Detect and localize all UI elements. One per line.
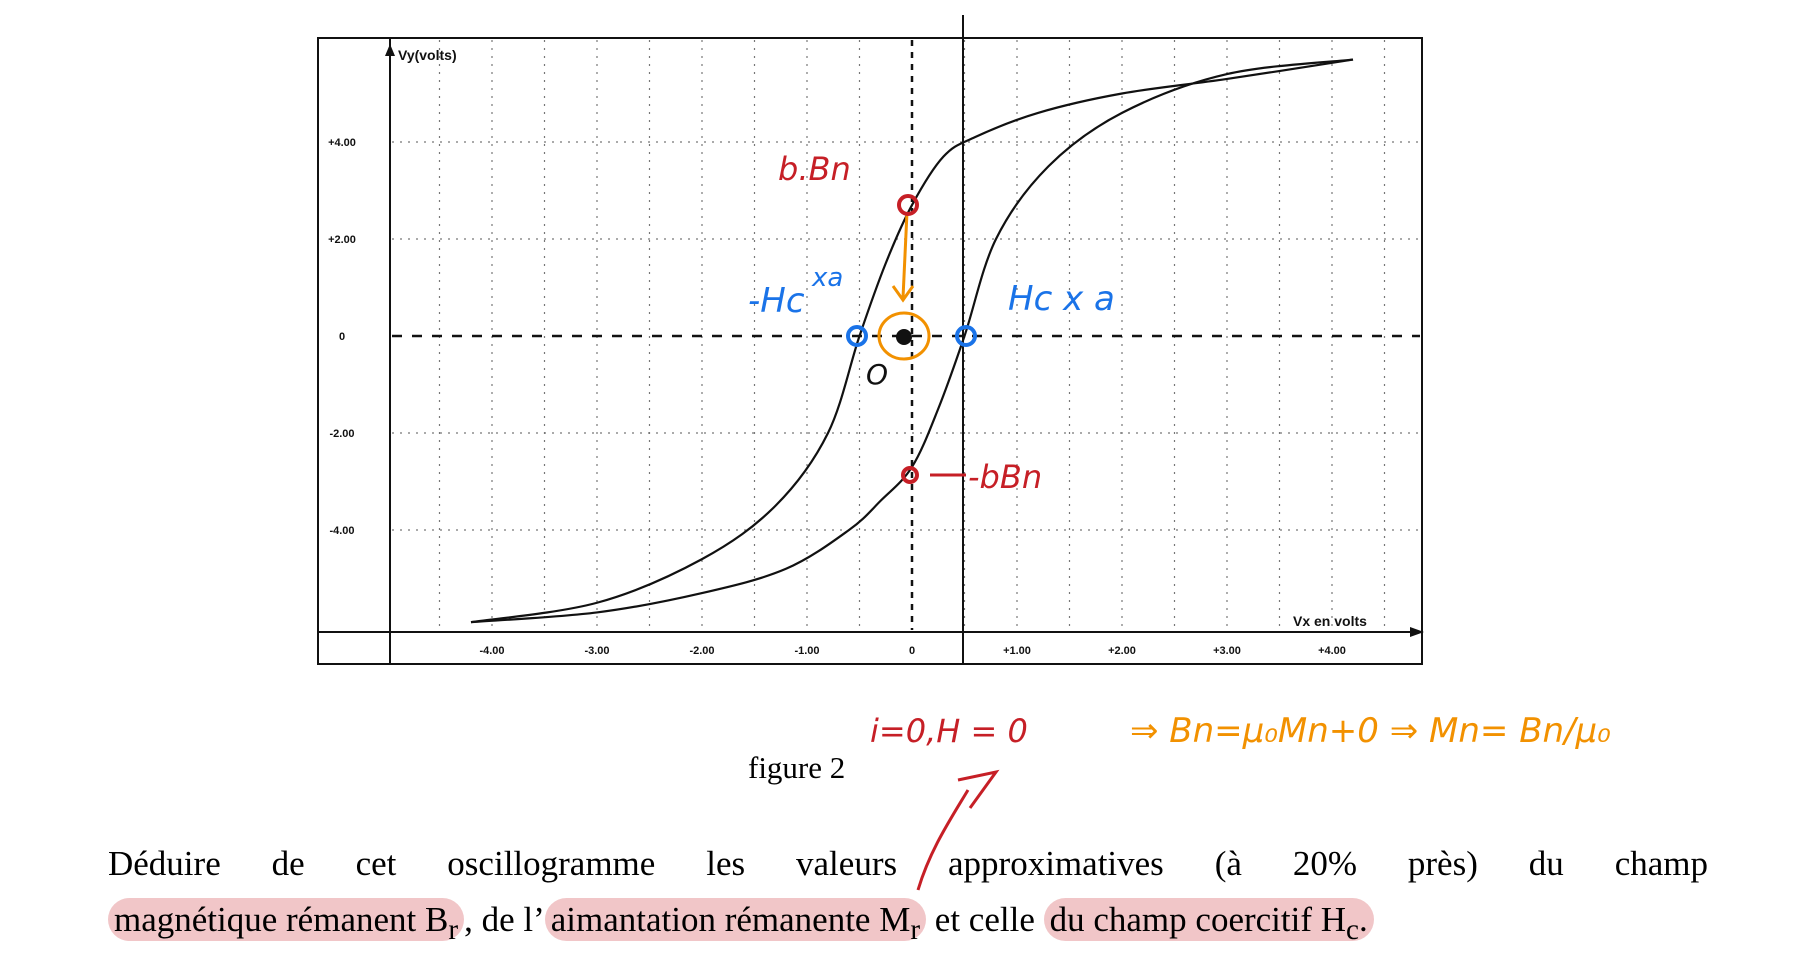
text-seg-celle: et celle [926,900,1044,939]
pointer-arrow [916,789,970,891]
equation-red: i=0,H = 0 [870,712,1028,750]
text-seg-period: . [1358,900,1368,939]
sub-mr: r [910,914,921,946]
x-axis-arrow [1410,627,1424,637]
origin-label: O [866,358,888,391]
equation-orange: ⇒ Bn=μ₀Mn+0 ⇒ Mn= Bn/μ₀ [1130,711,1611,751]
x-tick-label: -3.00 [584,645,609,657]
arrow-shaft [901,211,909,299]
text-seg-br: magnétique rémanent B [114,900,449,939]
hc-marker [955,325,977,347]
x-tick-label: +4.00 [1318,645,1346,657]
text-seg-de: , de l’ [464,900,545,939]
annotation-layer: b.Bn -bBn -Hc xa Hc x a O i=0,H = 0 ⇒ Bn… [748,150,1611,891]
y-tick-label: 0 [339,331,345,343]
x-tick-label: -1.00 [794,645,819,657]
br-bottom-annotation: -bBn [968,458,1042,496]
highlight-mr: aimantation rémanente Mr [544,898,927,946]
y-axis-label: Vy(volts) [398,47,457,63]
hysteresis-branch-lower [470,58,1354,624]
text-line-1: Déduire de cet oscillogramme les valeurs… [108,844,1708,883]
origin-marker [896,329,912,345]
highlight-hc: du champ coercitif Hc. [1043,898,1374,946]
sub-br: r [448,914,459,946]
br-top-marker [897,194,919,216]
sub-hc: c [1346,914,1359,946]
x-tick-label: 0 [909,645,915,657]
text-seg-mr: aimantation rémanente M [550,900,911,939]
y-tick-label: -4.00 [329,525,354,537]
x-tick-label: -2.00 [689,645,714,657]
x-tick-label: +2.00 [1108,645,1136,657]
text-line-2: magnétique rémanent Br, de l’ aimantation… [108,898,1374,946]
x-tick-label: -4.00 [479,645,504,657]
arrow-head [891,285,915,303]
highlight-br: magnétique rémanent Br [108,898,465,946]
br-bottom-marker [901,466,919,484]
figure-caption: figure 2 [748,750,845,785]
y-axis-arrow [385,44,395,56]
text-seg-hc: du champ coercitif H [1049,900,1347,939]
hysteresis-curves [470,58,1354,624]
y-tick-label: -2.00 [329,428,354,440]
hc-annotation: Hc x a [1008,279,1115,319]
minus-hc-annotation: -Hc [748,281,805,321]
x-axis-label: Vx en volts [1293,613,1367,629]
figure-frame [317,37,1423,665]
minus-hc-marker [846,325,868,347]
minus-hc-superscript: xa [811,263,843,293]
hysteresis-branch-upper [470,58,1354,624]
exercise-text: Déduire de cet oscillogramme les valeurs… [108,836,1708,958]
br-top-annotation: b.Bn [778,150,851,188]
x-tick-label: +3.00 [1213,645,1241,657]
x-tick-label: +1.00 [1003,645,1031,657]
tick-labels: -4.00 -3.00 -2.00 -1.00 0 +1.00 +2.00 +3.00 +4.0… [328,137,1346,657]
pointer-arrow-head [957,769,1000,809]
origin-circle [877,311,931,361]
y-tick-label: +2.00 [328,234,356,246]
y-tick-label: +4.00 [328,137,356,149]
